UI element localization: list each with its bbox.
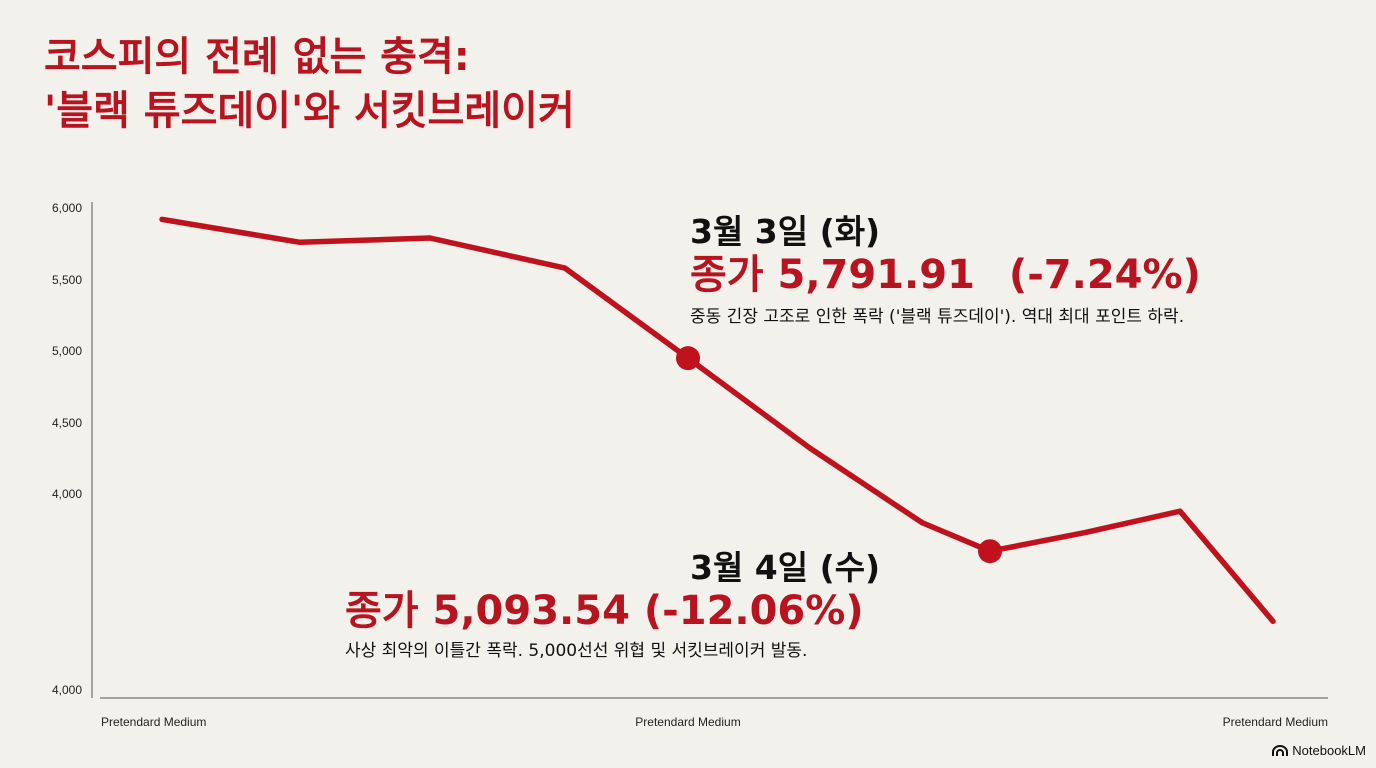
annotation-march-3: 3월 3일 (화) 종가 5,791.91 (-7.24%) 중동 긴장 고조로 … [690,212,1201,330]
x-axis-ticks: Pretendard Medium Pretendard Medium Preten… [101,715,1328,729]
annotation-close-value: 종가 5,093.54 [345,588,630,634]
y-tick-label: 4,000 [52,487,82,501]
highlight-markers [676,346,1002,564]
x-tick-label: Pretendard Medium [1223,715,1328,729]
y-tick-label: 6,000 [52,201,82,215]
annotation-march-4: 3월 4일 (수) 종가 5,093.54 (-12.06%) 사상 최악의 이… [345,548,880,664]
y-tick-label: 5,000 [52,344,82,358]
annotation-close: 종가 5,093.54 (-12.06%) [345,588,880,634]
annotation-description: 중동 긴장 고조로 인한 폭락 ('블랙 튜즈데이'). 역대 최대 포인트 하… [690,307,1185,327]
highlight-marker [978,539,1002,564]
y-axis-ticks: 6,000 5,500 5,000 4,500 4,000 4,000 [52,201,82,697]
annotation-description: 사상 최악의 이틀간 폭락. 5,000선선 위협 및 서킷브레이커 발동. [345,641,808,661]
series-line [159,216,1276,625]
annotation-change: (-7.24%) [1008,252,1201,298]
annotation-date: 3월 4일 (수) [690,548,881,587]
highlight-marker [676,346,700,371]
x-tick-label: Pretendard Medium [635,715,740,729]
title-line-1: 코스피의 전례 없는 충격: [44,34,470,80]
annotation-change: (-12.06%) [643,588,864,634]
brand-label: NotebookLM [1292,743,1366,758]
notebooklm-logo-icon [1272,744,1289,756]
annotation-close: 종가 5,791.91 (-7.24%) [690,252,1201,298]
y-tick-label: 5,500 [52,273,82,287]
y-tick-label: 4,000 [52,683,82,697]
annotation-close-value: 종가 5,791.91 [690,252,975,298]
x-tick-label: Pretendard Medium [101,715,206,729]
y-tick-label: 4,500 [52,416,82,430]
brand-badge: NotebookLM [1272,743,1366,758]
annotation-date: 3월 3일 (화) [690,212,881,251]
title-line-2: '블랙 튜즈데이'와 서킷브레이커 [44,88,575,134]
page-title: 코스피의 전례 없는 충격: '블랙 튜즈데이'와 서킷브레이커 [44,30,575,138]
